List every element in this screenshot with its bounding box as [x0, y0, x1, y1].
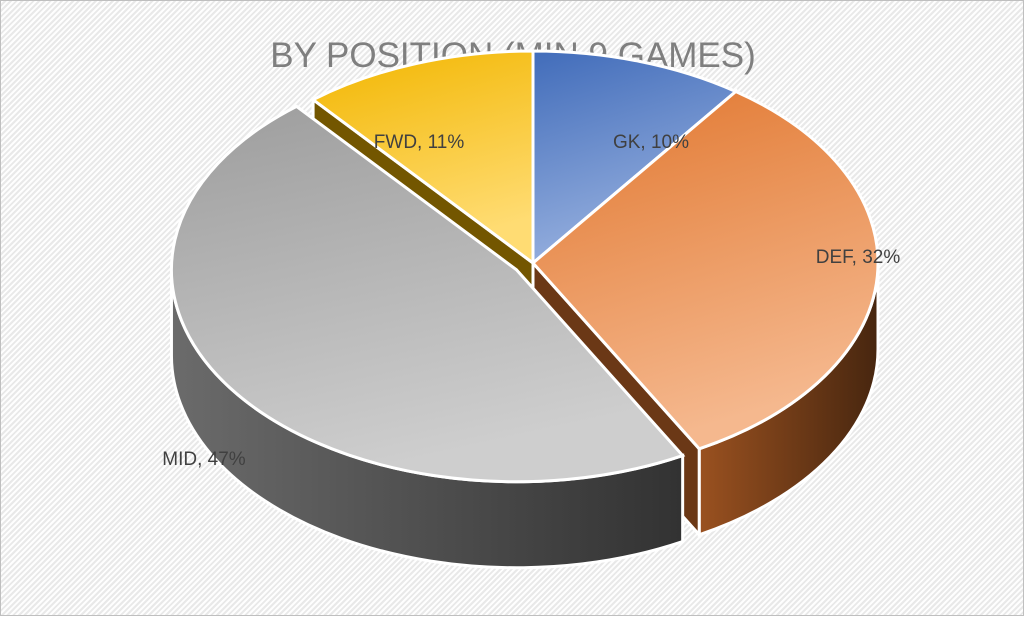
data-label-fwd: FWD, 11% [374, 132, 465, 153]
pie-slice-top-fwd [310, 49, 535, 266]
data-label-gk: GK, 10% [613, 132, 689, 153]
pie-slice-top-mid [169, 104, 686, 484]
pie-slice-top-gk [531, 49, 739, 267]
data-label-mid: MID, 47% [162, 449, 246, 470]
data-label-def: DEF, 32% [816, 247, 901, 268]
pie-slice-mid [169, 104, 686, 570]
pie-slice-top-def [530, 89, 880, 451]
